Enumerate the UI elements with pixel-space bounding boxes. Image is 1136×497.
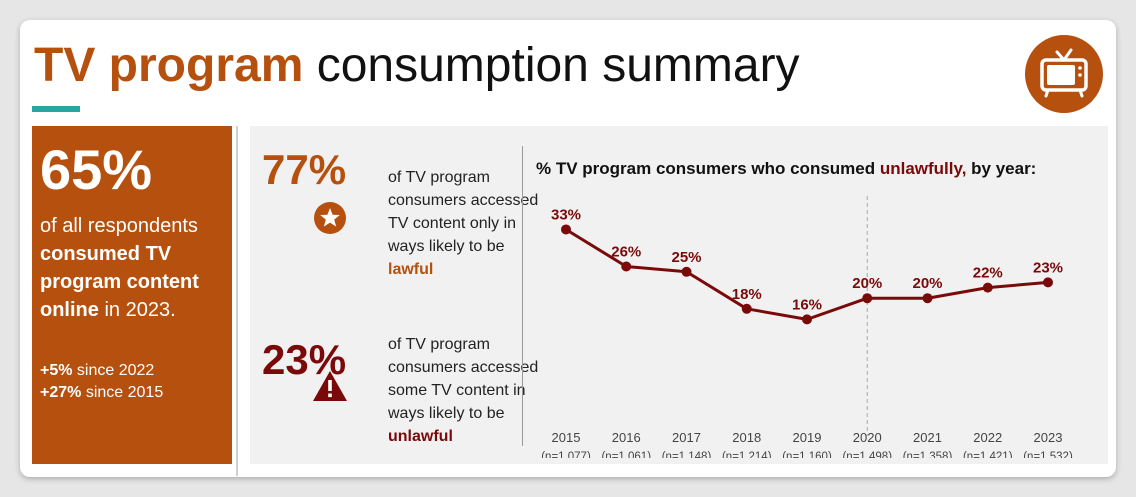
data-point-2016 — [621, 261, 632, 272]
chart-title: % TV program consumers who consumed unla… — [536, 159, 1036, 178]
summary-card: TV program consumption summary 65% of al… — [20, 20, 1116, 477]
sample-size-2019: (n=1,160) — [782, 451, 832, 458]
data-point-2022 — [982, 282, 993, 293]
unlawful-stat-text: of TV program consumers accessed some TV… — [388, 333, 548, 448]
year-label-2015: 2015 — [552, 430, 581, 445]
year-label-2017: 2017 — [672, 430, 701, 445]
sample-size-2023: (n=1,532) — [1023, 451, 1073, 458]
value-label-2015: 33% — [551, 206, 581, 223]
title-accent: TV program — [34, 39, 304, 92]
year-label-2016: 2016 — [612, 430, 641, 445]
year-label-2020: 2020 — [853, 430, 882, 445]
value-label-2018: 18% — [732, 286, 762, 303]
tv-icon — [1025, 35, 1103, 113]
chart-title-highlight: unlawfully, — [880, 159, 967, 178]
value-label-2019: 16% — [792, 296, 822, 313]
data-point-2021 — [922, 293, 933, 304]
year-label-2021: 2021 — [913, 430, 942, 445]
lawful-stat-value: 77% — [262, 146, 347, 193]
change-list: +5% since 2022 +27% since 2015 — [40, 360, 163, 404]
chart-divider — [522, 146, 523, 446]
change-2-value: +27% — [40, 384, 82, 401]
sample-size-2017: (n=1,148) — [662, 451, 712, 458]
value-label-2016: 26% — [611, 243, 641, 260]
unlawful-keyword: unlawful — [388, 428, 453, 445]
chart-title-pre: % TV program consumers who consumed — [536, 159, 880, 178]
page-title: TV program consumption summary — [34, 38, 800, 94]
unlawful-trend-chart: % TV program consumers who consumed unla… — [536, 159, 1073, 458]
sample-size-2016: (n=1,061) — [601, 451, 651, 458]
headline-panel: 65% of all respondents consumed TV progr… — [32, 126, 232, 464]
chart-title-post: by year: — [966, 159, 1036, 178]
value-label-2022: 22% — [973, 265, 1003, 282]
year-label-2019: 2019 — [793, 430, 822, 445]
value-label-2023: 23% — [1033, 259, 1063, 276]
year-label-2023: 2023 — [1034, 430, 1063, 445]
sample-size-2018: (n=1,214) — [722, 451, 772, 458]
sample-size-2022: (n=1,421) — [963, 451, 1013, 458]
data-point-2015 — [561, 224, 571, 235]
lawful-text-body: of TV program consumers accessed TV cont… — [388, 169, 539, 255]
year-label-2022: 2022 — [973, 430, 1002, 445]
headline-text-post: in 2023. — [98, 299, 176, 321]
data-point-2019 — [802, 314, 812, 325]
lawful-stat-text: of TV program consumers accessed TV cont… — [388, 166, 548, 281]
panel-divider — [236, 126, 238, 476]
headline-value: 65% — [40, 138, 153, 201]
title-underline — [32, 106, 80, 112]
star-icon — [314, 202, 346, 234]
value-label-2020: 20% — [852, 275, 882, 292]
value-label-2017: 25% — [671, 249, 701, 266]
change-since-2015: +27% since 2015 — [40, 382, 163, 404]
warning-icon — [313, 371, 347, 401]
change-since-2022: +5% since 2022 — [40, 360, 163, 382]
year-label-2018: 2018 — [732, 430, 761, 445]
chart-marks: 33% 2015 (n=1,077) 26% 2016 (n=1,061) 25% 2017 (… — [541, 206, 1073, 458]
change-1-text: since 2022 — [72, 362, 155, 379]
headline-text-bold: consumed TV program content online — [40, 243, 199, 321]
data-point-2017 — [681, 266, 692, 277]
data-point-2023 — [1043, 277, 1053, 288]
lawful-keyword: lawful — [388, 261, 434, 278]
data-point-2020 — [862, 293, 873, 304]
change-1-value: +5% — [40, 362, 73, 379]
sample-size-2015: (n=1,077) — [541, 451, 591, 458]
value-label-2021: 20% — [912, 275, 942, 292]
change-2-text: since 2015 — [81, 384, 164, 401]
title-rest: consumption summary — [303, 39, 800, 92]
sample-size-2020: (n=1,498) — [842, 451, 892, 458]
data-point-2018 — [741, 303, 752, 314]
headline-text-pre: of all respondents — [40, 215, 198, 237]
unlawful-text-body: of TV program consumers accessed some TV… — [388, 336, 539, 422]
headline-text: of all respondents consumed TV program c… — [40, 212, 230, 324]
sample-size-2021: (n=1,358) — [903, 451, 953, 458]
detail-panel: 77% of TV program consumers accessed TV … — [250, 126, 1108, 464]
